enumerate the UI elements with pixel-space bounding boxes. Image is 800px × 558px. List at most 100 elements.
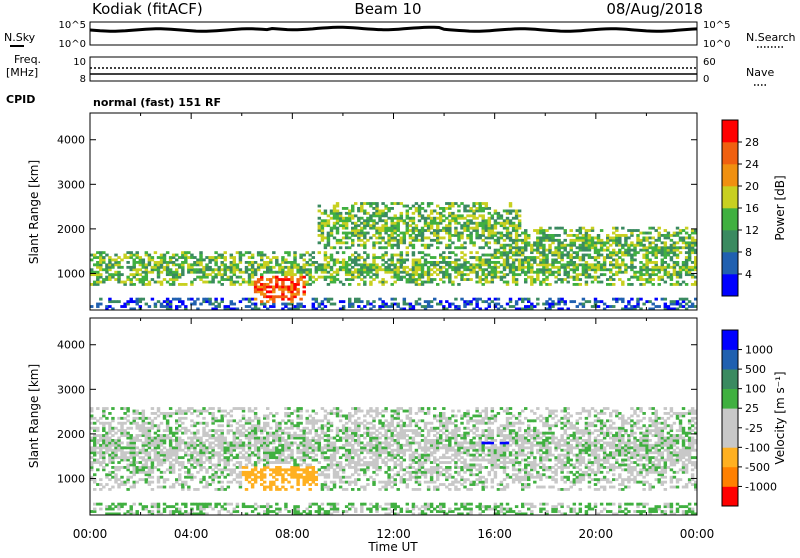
power-cell [403, 222, 406, 225]
power-cell [330, 217, 333, 220]
power-cell [545, 300, 548, 303]
velocity-cell [151, 407, 154, 410]
velocity-cell [172, 412, 175, 415]
power-cell [208, 273, 211, 276]
power-cell [360, 232, 363, 235]
power-cell [315, 278, 318, 281]
power-cell [211, 281, 214, 284]
velocity-cell [290, 449, 293, 452]
velocity-cell [142, 478, 145, 481]
velocity-cell [133, 419, 136, 422]
power-cell [639, 271, 642, 274]
power-cell [299, 276, 302, 279]
power-cell [208, 266, 211, 269]
power-cell [293, 293, 296, 296]
power-cell [670, 251, 673, 254]
power-cell [630, 241, 633, 244]
power-cell [387, 227, 390, 230]
power-cell [357, 219, 360, 222]
power-cell [542, 232, 545, 235]
power-cell [214, 273, 217, 276]
power-cell [500, 214, 503, 217]
velocity-cell [296, 451, 299, 454]
velocity-cell [324, 473, 327, 476]
power-cell [645, 232, 648, 235]
power-cell [585, 281, 588, 284]
power-cell [260, 256, 263, 259]
velocity-cell [178, 510, 181, 513]
velocity-cell [102, 410, 105, 413]
power-cell [633, 244, 636, 247]
velocity-cell [342, 481, 345, 484]
power-cell [564, 246, 567, 249]
power-cell [272, 266, 275, 269]
power-cell [594, 271, 597, 274]
power-cell [442, 276, 445, 279]
power-cell [691, 229, 694, 232]
power-cell [114, 261, 117, 264]
velocity-cell [166, 419, 169, 422]
velocity-cell [290, 466, 293, 469]
power-cell [676, 241, 679, 244]
power-cell [160, 261, 163, 264]
power-cell [475, 256, 478, 259]
power-cell [506, 232, 509, 235]
velocity-cell [148, 476, 151, 479]
velocity-cell [278, 510, 281, 513]
power-cell [560, 256, 563, 259]
power-cell [330, 276, 333, 279]
power-cell [275, 276, 278, 279]
power-cell [515, 210, 518, 213]
velocity-cell [221, 446, 224, 449]
power-cell [618, 249, 621, 252]
velocity-cell [293, 459, 296, 462]
power-cell [372, 212, 375, 215]
power-cell [433, 271, 436, 274]
velocity-cell [275, 451, 278, 454]
power-cell [551, 266, 554, 269]
velocity-cell [230, 419, 233, 422]
power-cell [214, 276, 217, 279]
power-cell [175, 271, 178, 274]
velocity-cell [245, 456, 248, 459]
power-cell [618, 263, 621, 266]
power-cell [648, 268, 651, 271]
power-cell [126, 266, 129, 269]
power-cell [224, 305, 227, 308]
velocity-cell [108, 478, 111, 481]
power-cell [512, 217, 515, 220]
power-cell [327, 222, 330, 225]
power-cell [218, 281, 221, 284]
power-cell [567, 271, 570, 274]
velocity-cell [120, 432, 123, 435]
velocity-cell [160, 486, 163, 489]
power-cell [670, 239, 673, 242]
velocity-cell [160, 476, 163, 479]
power-cell [521, 246, 524, 249]
power-cell [290, 276, 293, 279]
power-cell [357, 276, 360, 279]
power-cell [239, 268, 242, 271]
power-cell [627, 278, 630, 281]
power-cell [573, 283, 576, 286]
power-cell [348, 271, 351, 274]
power-cell [136, 298, 139, 301]
velocity-cell [99, 508, 102, 511]
velocity-cell [193, 410, 196, 413]
velocity-cell [190, 466, 193, 469]
power-cell [224, 266, 227, 269]
power-cell [369, 303, 372, 306]
power-cell [218, 303, 221, 306]
power-cell [630, 249, 633, 252]
velocity-cell [230, 468, 233, 471]
power-cell [573, 261, 576, 264]
velocity-cell [205, 505, 208, 508]
power-cell [430, 256, 433, 259]
velocity-cell [96, 446, 99, 449]
power-cell [342, 207, 345, 210]
velocity-cell [114, 456, 117, 459]
power-cell [412, 305, 415, 308]
velocity-cell [142, 451, 145, 454]
velocity-cell [357, 449, 360, 452]
velocity-cell [120, 427, 123, 430]
